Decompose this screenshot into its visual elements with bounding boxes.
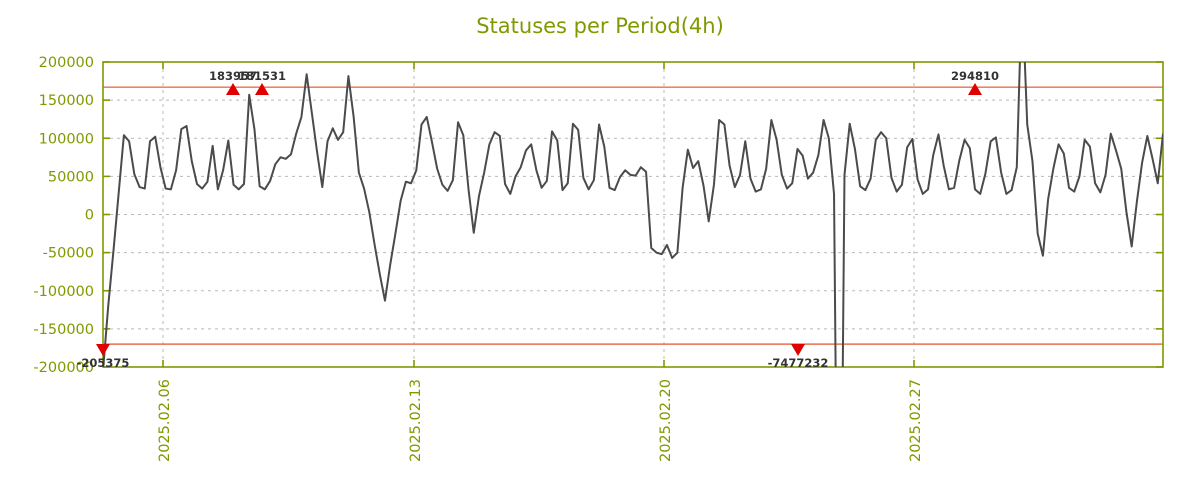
annotation-label: 183957 xyxy=(209,69,257,83)
y-axis-ticks: 200000 150000 100000 50000 0 -50000 -100000 -15… xyxy=(33,55,1163,376)
annotation-label: 294810 xyxy=(951,69,999,83)
data-series-layer xyxy=(103,62,1163,367)
annotation-label: -205375 xyxy=(77,356,130,370)
gridlines-layer xyxy=(103,62,1163,367)
y-axis-tick-label: 150000 xyxy=(39,93,94,109)
annotation-label: 181531 xyxy=(238,69,286,83)
y-axis-tick-label: -200000 xyxy=(33,360,94,376)
annotation-marker: 183957 xyxy=(209,69,257,95)
plot-frame xyxy=(102,61,1164,368)
y-axis-tick-label: 100000 xyxy=(39,131,94,147)
y-axis-tick-label: -50000 xyxy=(43,246,94,262)
x-axis-ticks: 2025.02.06 2025.02.13 2025.02.20 2025.02.27 xyxy=(157,62,924,462)
y-axis-tick-label: 50000 xyxy=(48,169,94,185)
y-axis-tick-label: 0 xyxy=(85,208,94,224)
y-axis-tick-label: -150000 xyxy=(33,322,94,338)
y-axis-tick-label: 200000 xyxy=(39,55,94,71)
annotation-marker: 181531 xyxy=(238,69,286,95)
annotation-marker: 294810 xyxy=(951,69,999,95)
x-axis-tick-label: 2025.02.13 xyxy=(408,379,424,462)
annotation-label: -7477232 xyxy=(768,356,829,370)
annotation-marker: -205375 xyxy=(77,344,130,370)
x-axis-tick-label: 2025.02.20 xyxy=(658,379,674,462)
data-line xyxy=(103,62,1163,367)
chart-title: Statuses per Period(4h) xyxy=(476,14,724,38)
x-axis-tick-label: 2025.02.06 xyxy=(157,379,173,462)
x-axis-tick-label: 2025.02.27 xyxy=(908,379,924,462)
threshold-lines-layer xyxy=(103,86,1163,345)
annotation-marker: -7477232 xyxy=(768,344,829,370)
y-axis-tick-label: -100000 xyxy=(33,284,94,300)
